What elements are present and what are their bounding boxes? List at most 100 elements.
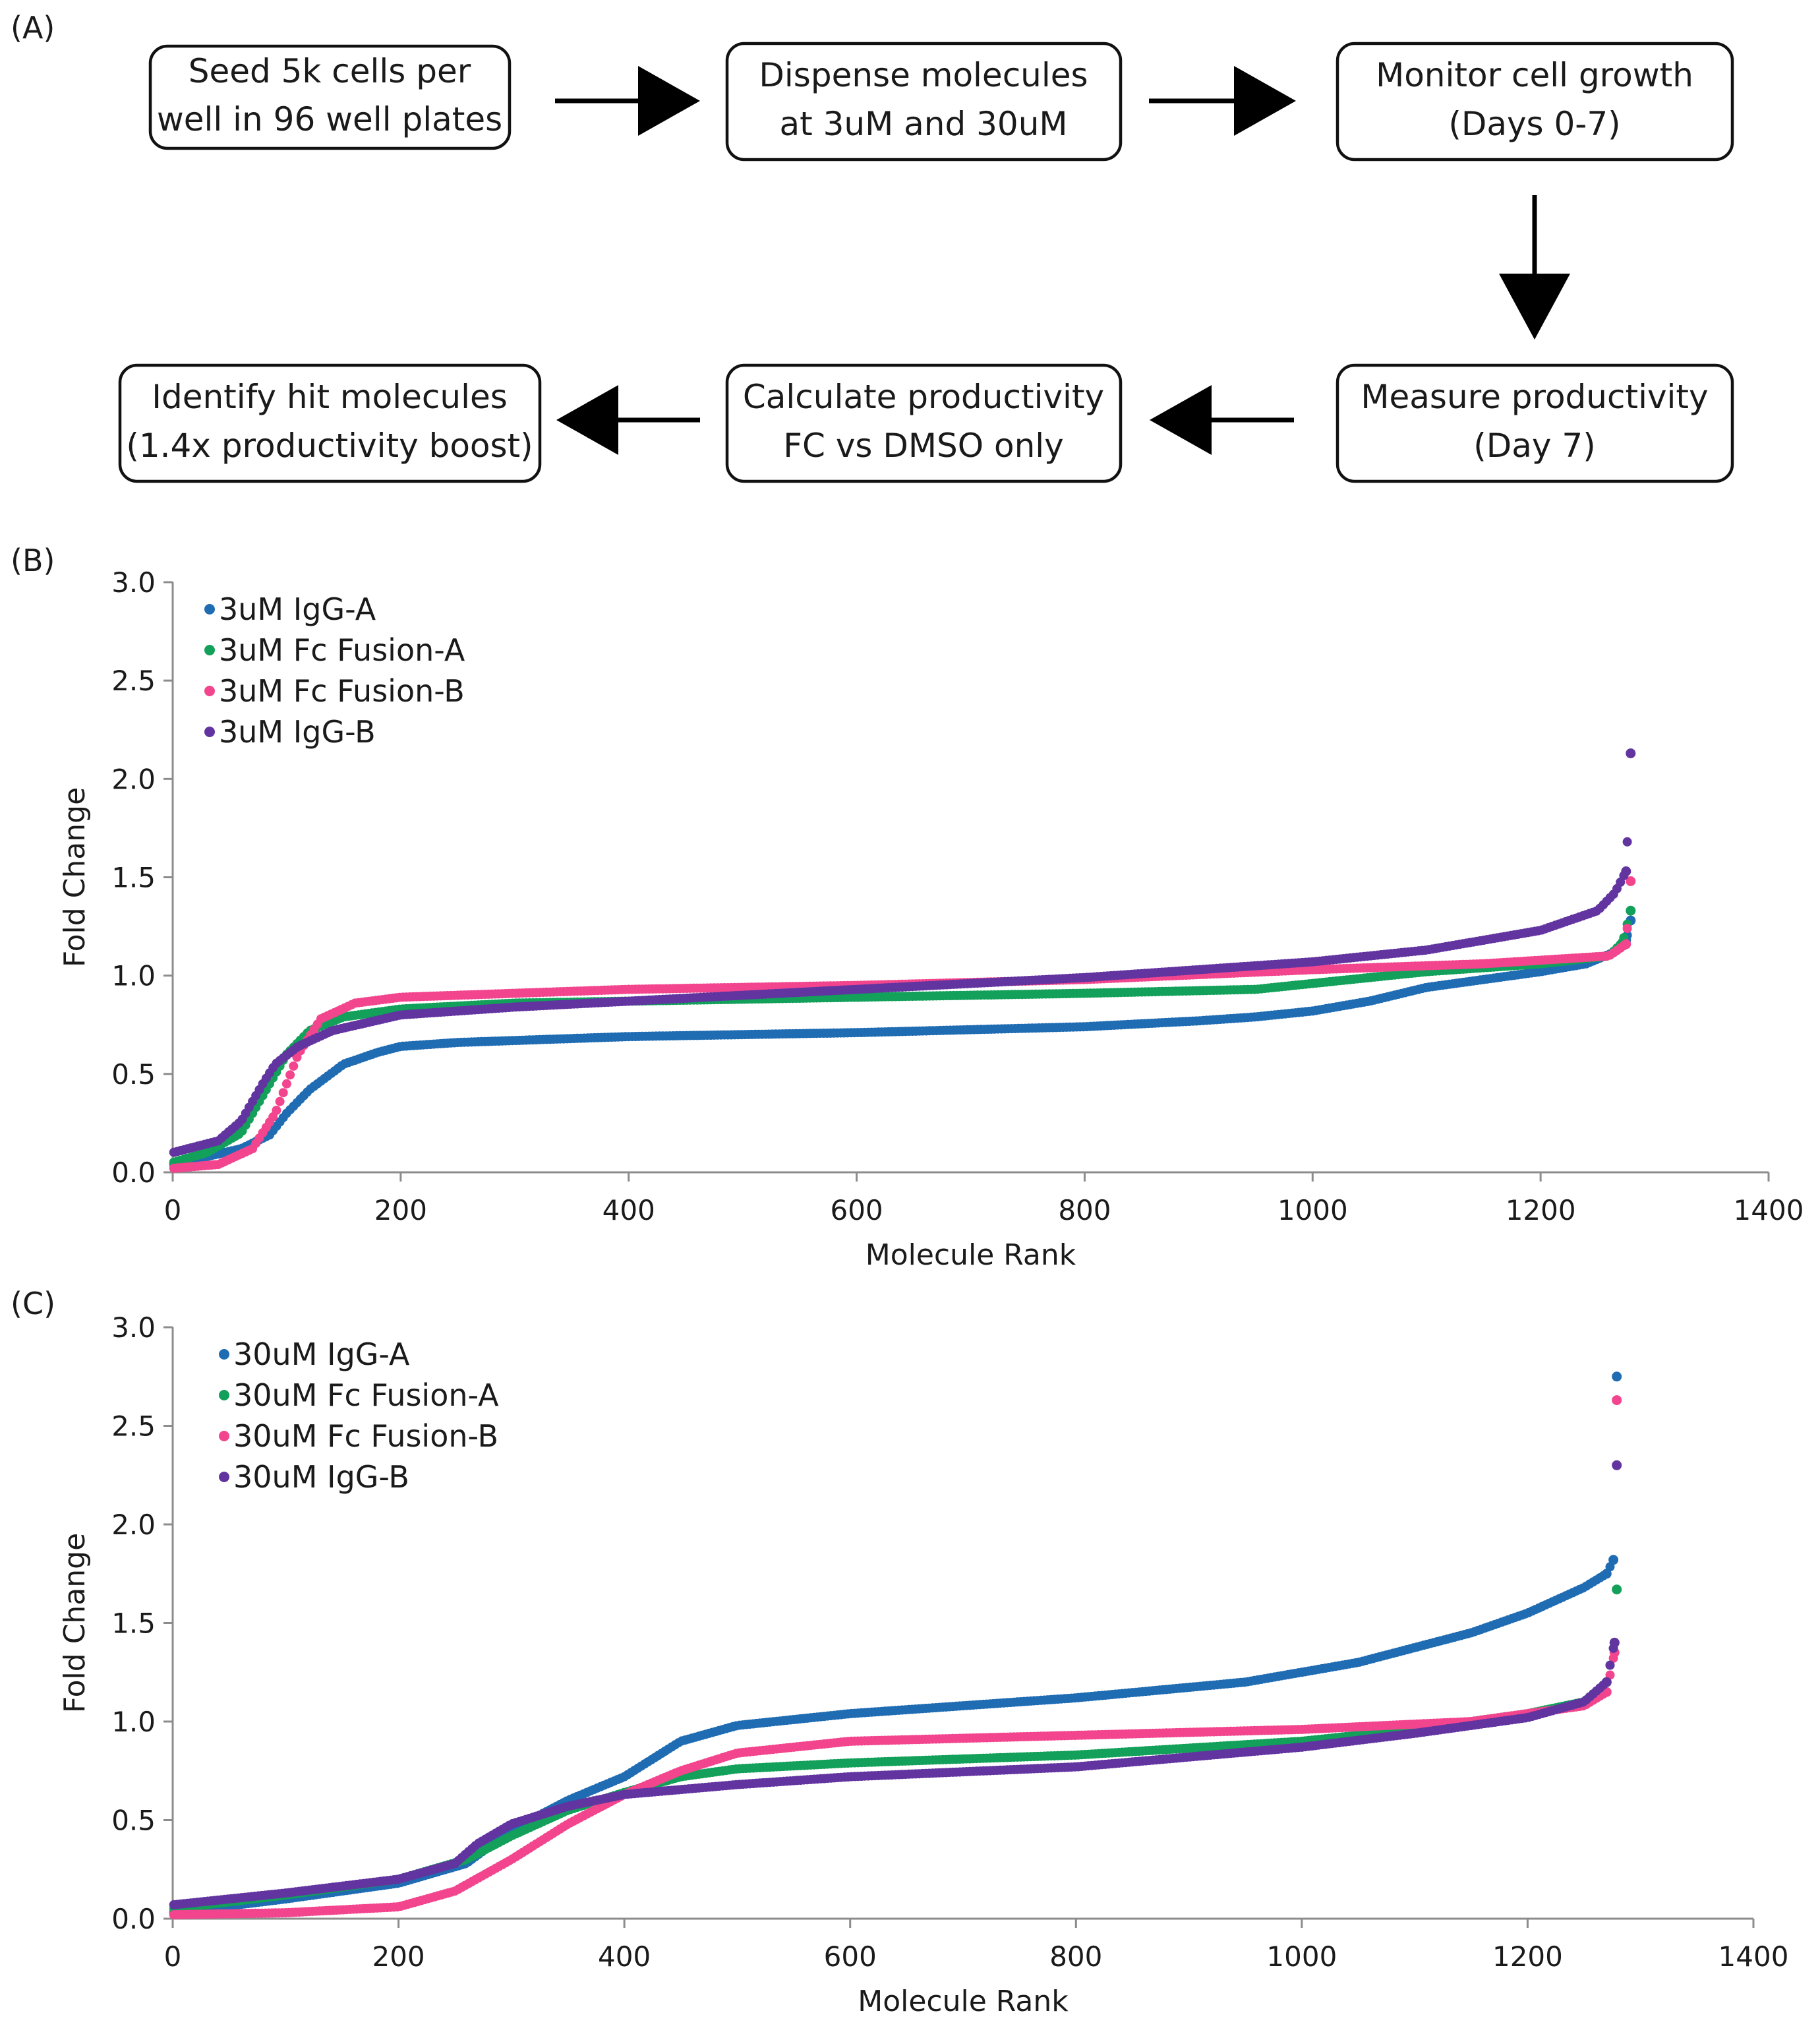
series-3um-fc-fusion-a [169, 905, 1636, 1167]
y-tick-label: 3.0 [111, 1311, 156, 1344]
chart-b: 0.0 0.5 1.0 1.5 2.0 2.5 3.0 0 200 400 600 800 1000 12… [58, 566, 1804, 1272]
y-tick-label: 0.5 [111, 1805, 156, 1837]
chart-c: 0.0 0.5 1.0 1.5 2.0 2.5 3.0 0 200 400 600 800 1000 12… [58, 1311, 1788, 2018]
y-tick-label: 1.0 [111, 960, 156, 992]
y-tick-label: 0.0 [111, 1156, 156, 1189]
flow-step-measure-productivity-line-2: (Day 7) [1473, 427, 1595, 465]
legend-label: 30uM IgG-A [233, 1336, 410, 1372]
x-axis-title: Molecule Rank [858, 1985, 1069, 2018]
flow-step-calculate-productivity: Calculate productivity FC vs DMSO only [725, 363, 1123, 483]
y-tick-label: 3.0 [111, 566, 156, 599]
x-tick-label: 1400 [1734, 1194, 1804, 1226]
arrow-right-1-icon [555, 66, 700, 136]
x-tick-label: 600 [824, 1940, 877, 1973]
data-point [1605, 1660, 1615, 1670]
data-point [1621, 866, 1631, 876]
y-tick-label: 2.0 [111, 763, 156, 795]
data-point [272, 1106, 281, 1115]
flow-step-identify-hits: Identify hit molecules (1.4x productivit… [118, 363, 542, 483]
legend-marker-icon [219, 1349, 229, 1360]
data-point [1609, 1637, 1620, 1648]
legend-entry: 3uM Fc Fusion-A [204, 632, 465, 668]
x-tick-label: 1200 [1506, 1194, 1576, 1226]
flow-step-seed-cells-line-2: well in 96 well plates [157, 100, 502, 138]
data-point [275, 1096, 285, 1106]
x-tick-label: 1000 [1266, 1940, 1337, 1973]
legend-label: 30uM Fc Fusion-B [233, 1418, 498, 1454]
data-point [289, 1061, 299, 1071]
legend-entry: 30uM IgG-A [219, 1336, 410, 1372]
legend-marker-icon [219, 1431, 229, 1441]
x-tick-label: 400 [602, 1194, 655, 1226]
x-tick-label: 0 [164, 1194, 182, 1226]
x-tick-label: 800 [1049, 1940, 1102, 1973]
panel-a-label: (A) [11, 10, 55, 45]
flow-step-dispense: Dispense molecules at 3uM and 30uM [725, 42, 1123, 162]
legend-marker-icon [204, 727, 215, 737]
data-point [1626, 905, 1636, 916]
flow-step-monitor-growth: Monitor cell growth (Days 0-7) [1336, 42, 1734, 162]
arrow-left-1-icon [1150, 385, 1294, 455]
legend-label: 30uM IgG-B [233, 1459, 409, 1495]
flow-step-measure-productivity-line-1: Measure productivity [1361, 378, 1708, 416]
data-point [1622, 837, 1632, 847]
series-30um-igg-b [169, 1460, 1622, 1909]
flow-step-measure-productivity: Measure productivity (Day 7) [1336, 363, 1734, 483]
legend-marker-icon [219, 1472, 229, 1482]
y-axis-title: Fold Change [58, 1533, 92, 1713]
legend-entry: 3uM IgG-A [204, 591, 376, 627]
data-point [1626, 876, 1636, 886]
flow-step-monitor-growth-line-2: (Days 0-7) [1448, 105, 1620, 143]
flow-step-dispense-line-2: at 3uM and 30uM [779, 105, 1067, 143]
arrow-left-2-icon [556, 385, 700, 455]
legend-label: 3uM IgG-B [219, 714, 376, 750]
data-point [1622, 924, 1632, 934]
x-axis-title: Molecule Rank [866, 1238, 1076, 1272]
legend-marker-icon [204, 604, 215, 615]
x-tick-label: 200 [372, 1940, 425, 1973]
arrow-right-2-icon [1149, 66, 1296, 136]
data-point [1612, 1395, 1622, 1406]
x-tick-label: 1000 [1277, 1194, 1348, 1226]
legend-label: 3uM Fc Fusion-B [219, 673, 465, 709]
x-tick-label: 1200 [1492, 1940, 1563, 1973]
series-3um-igg-a [169, 915, 1636, 1169]
data-point [281, 1079, 291, 1089]
legend-label: 30uM Fc Fusion-A [233, 1377, 499, 1413]
y-tick-label: 2.5 [111, 1410, 156, 1443]
data-point [1601, 1569, 1612, 1579]
series-30um-fc-fusion-a [169, 1584, 1622, 1913]
data-point [1608, 1555, 1619, 1565]
series-3um-fc-fusion-b [169, 876, 1636, 1173]
y-tick-label: 2.0 [111, 1509, 156, 1541]
x-tick-label: 800 [1058, 1194, 1111, 1226]
flow-step-identify-hits-line-2: (1.4x productivity boost) [126, 427, 533, 465]
x-tick-label: 200 [374, 1194, 427, 1226]
y-tick-label: 0.0 [111, 1903, 156, 1935]
x-tick-label: 0 [164, 1940, 182, 1973]
x-tick-label: 400 [598, 1940, 651, 1973]
x-tick-label: 600 [830, 1194, 883, 1226]
legend-entry: 3uM IgG-B [204, 714, 376, 750]
legend-entry: 30uM Fc Fusion-A [219, 1377, 499, 1413]
y-tick-label: 0.5 [111, 1058, 156, 1091]
legend-marker-icon [219, 1390, 229, 1400]
flow-step-dispense-line-1: Dispense molecules [759, 56, 1088, 94]
legend-marker-icon [204, 645, 215, 655]
data-point [1621, 939, 1631, 949]
data-point [1612, 1584, 1622, 1595]
y-tick-label: 1.0 [111, 1706, 156, 1738]
legend-label: 3uM IgG-A [219, 591, 376, 627]
data-point [1612, 1371, 1622, 1382]
arrow-down-icon [1499, 195, 1570, 340]
data-point [1601, 1677, 1612, 1687]
panel-c-label: (C) [11, 1286, 55, 1321]
flow-step-monitor-growth-line-1: Monitor cell growth [1376, 56, 1693, 94]
flow-step-calculate-productivity-line-1: Calculate productivity [743, 378, 1104, 416]
panel-b-label: (B) [11, 543, 55, 578]
legend-entry: 30uM IgG-B [219, 1459, 409, 1495]
legend-label: 3uM Fc Fusion-A [219, 632, 465, 668]
y-tick-label: 1.5 [111, 862, 156, 894]
flow-step-calculate-productivity-line-2: FC vs DMSO only [783, 427, 1064, 465]
